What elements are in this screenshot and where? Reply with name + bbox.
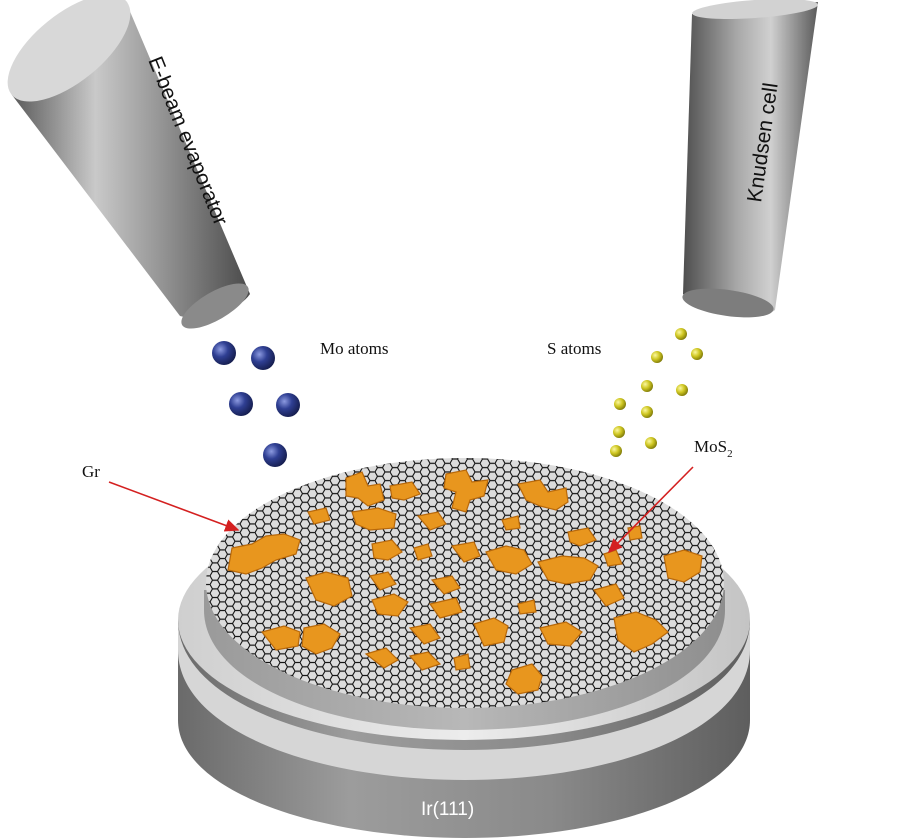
mos2-island bbox=[408, 651, 442, 671]
gr-arrow bbox=[108, 481, 240, 532]
mos2-island bbox=[485, 545, 533, 575]
mos2-label-main: MoS bbox=[694, 437, 727, 456]
mos2-island bbox=[627, 525, 643, 541]
ebeam-evaporator-cone bbox=[7, 0, 250, 329]
s-atoms-label: S atoms bbox=[547, 339, 601, 358]
s-atom bbox=[610, 445, 622, 457]
mos2-island bbox=[305, 571, 353, 607]
mos2-arrow bbox=[607, 466, 694, 554]
substrate-label: Ir(111) bbox=[421, 799, 474, 820]
mos2-island bbox=[371, 593, 409, 617]
s-atom bbox=[675, 328, 687, 340]
s-atom bbox=[641, 406, 653, 418]
mo-atoms-label: Mo atoms bbox=[320, 339, 388, 358]
mo-atom bbox=[263, 443, 287, 467]
s-atom bbox=[614, 398, 626, 410]
knudsen-cell-cone bbox=[682, 0, 818, 318]
mos2-island bbox=[408, 623, 441, 645]
mos2-island bbox=[301, 623, 341, 655]
mos2-island bbox=[453, 653, 471, 671]
mos2-island bbox=[351, 507, 397, 531]
mo-atom bbox=[251, 346, 275, 370]
mos2-island bbox=[592, 583, 625, 607]
mos2-island bbox=[307, 507, 331, 525]
mos2-island bbox=[443, 469, 489, 513]
s-atom bbox=[651, 351, 663, 363]
mos2-island bbox=[371, 539, 403, 561]
mos2-islands bbox=[227, 469, 703, 695]
mos2-island bbox=[450, 541, 481, 563]
mos2-island bbox=[613, 611, 669, 653]
s-atoms-group bbox=[610, 328, 703, 457]
mos2-island bbox=[428, 597, 463, 619]
gr-label: Gr bbox=[82, 462, 100, 481]
mos2-label: MoS2 bbox=[694, 437, 733, 460]
mos2-label-subscript: 2 bbox=[727, 448, 733, 460]
mos2-island bbox=[345, 471, 385, 507]
graphene-lattice bbox=[206, 458, 724, 708]
mos2-island bbox=[413, 543, 433, 561]
mo-atom bbox=[212, 341, 236, 365]
mos2-island bbox=[501, 515, 521, 531]
mos2-island bbox=[368, 571, 397, 591]
s-atom bbox=[676, 384, 688, 396]
s-atom bbox=[613, 426, 625, 438]
s-atom bbox=[641, 380, 653, 392]
mos2-island bbox=[473, 617, 509, 647]
mos2-island bbox=[539, 621, 583, 647]
mos2-island bbox=[567, 527, 597, 547]
mos2-island bbox=[227, 533, 301, 575]
mos2-island bbox=[663, 549, 703, 583]
mo-atoms-group bbox=[212, 341, 300, 467]
mos2-island bbox=[505, 663, 543, 695]
mos2-island bbox=[416, 511, 447, 531]
mo-atom bbox=[276, 393, 300, 417]
mo-atom bbox=[229, 392, 253, 416]
s-atom bbox=[691, 348, 703, 360]
s-atom bbox=[645, 437, 657, 449]
mos2-island bbox=[537, 555, 599, 585]
mos2-island bbox=[364, 647, 399, 669]
graphene-disc bbox=[204, 458, 725, 730]
mos2-island bbox=[517, 599, 537, 615]
mos2-island bbox=[517, 479, 569, 511]
mos2-island bbox=[389, 481, 421, 501]
mos2-island bbox=[260, 625, 301, 651]
mos2-island bbox=[430, 575, 461, 595]
